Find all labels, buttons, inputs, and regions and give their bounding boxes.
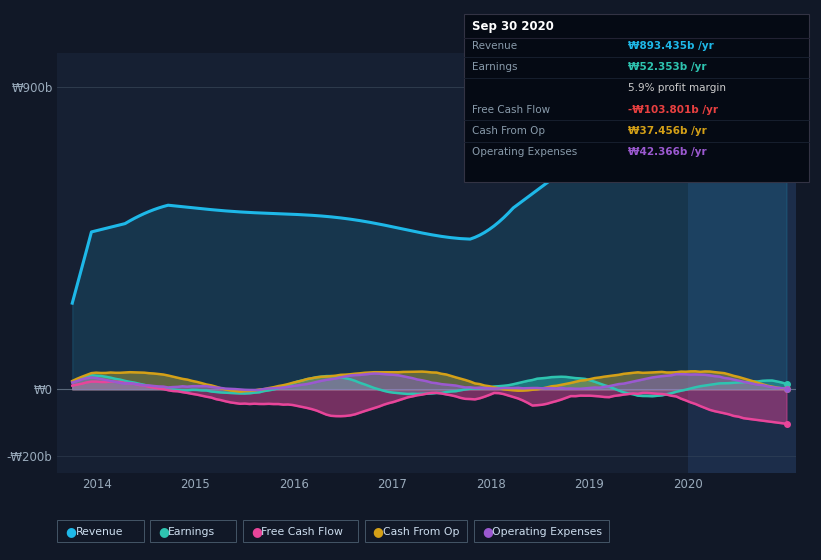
Text: Earnings: Earnings: [168, 528, 215, 538]
Text: 5.9% profit margin: 5.9% profit margin: [628, 83, 726, 94]
Text: Sep 30 2020: Sep 30 2020: [472, 20, 554, 32]
Text: ●: ●: [66, 525, 76, 538]
Text: Revenue: Revenue: [76, 528, 123, 538]
Text: Free Cash Flow: Free Cash Flow: [261, 528, 343, 538]
Text: Cash From Op: Cash From Op: [472, 126, 545, 136]
Text: ●: ●: [373, 525, 383, 538]
Bar: [688, 53, 796, 473]
Text: ₩893.435b /yr: ₩893.435b /yr: [628, 41, 713, 51]
Text: -₩103.801b /yr: -₩103.801b /yr: [628, 105, 718, 115]
Text: ●: ●: [158, 525, 169, 538]
Text: Operating Expenses: Operating Expenses: [472, 147, 577, 157]
Text: ₩42.366b /yr: ₩42.366b /yr: [628, 147, 707, 157]
Text: ●: ●: [482, 525, 493, 538]
Text: Earnings: Earnings: [472, 62, 517, 72]
Text: Cash From Op: Cash From Op: [383, 528, 459, 538]
Text: ₩37.456b /yr: ₩37.456b /yr: [628, 126, 707, 136]
Text: Revenue: Revenue: [472, 41, 517, 51]
Text: ₩52.353b /yr: ₩52.353b /yr: [628, 62, 707, 72]
Text: Operating Expenses: Operating Expenses: [492, 528, 602, 538]
Text: Free Cash Flow: Free Cash Flow: [472, 105, 550, 115]
Text: ●: ●: [251, 525, 262, 538]
